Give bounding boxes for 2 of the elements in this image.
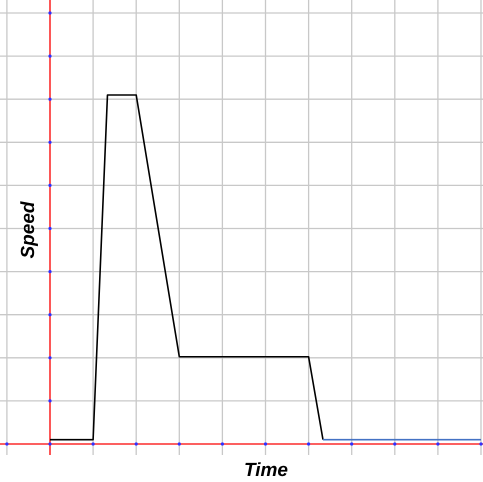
x-axis-title: Time (244, 460, 288, 481)
y-axis-title: Speed (18, 201, 39, 259)
